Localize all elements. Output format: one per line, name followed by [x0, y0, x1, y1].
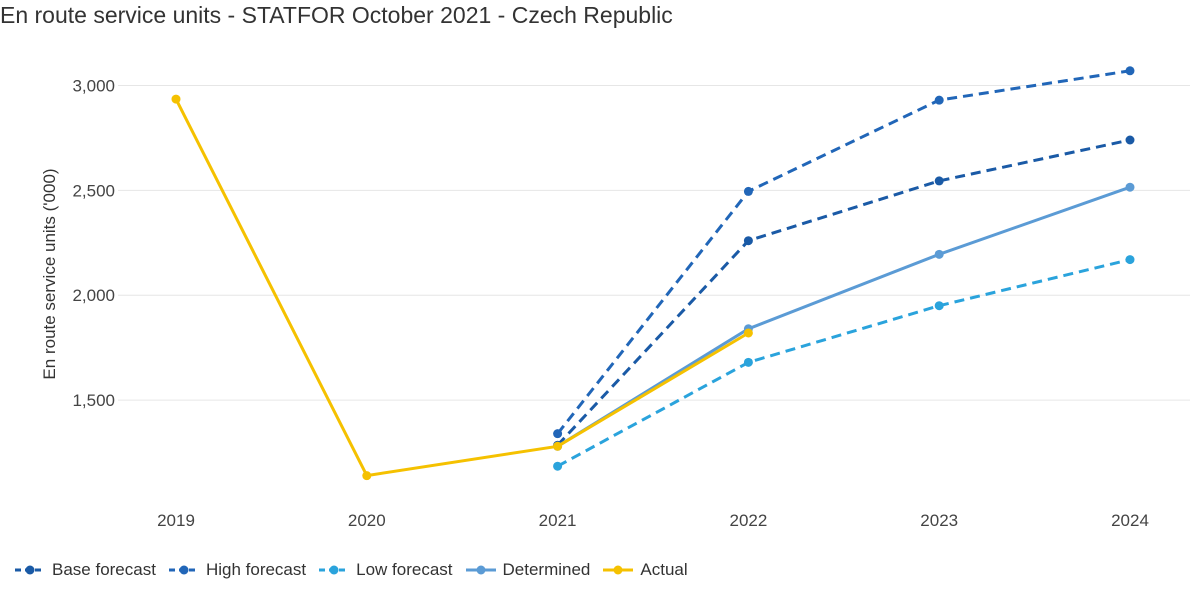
data-point [743, 186, 753, 196]
data-point [1125, 135, 1135, 145]
data-point [743, 236, 753, 246]
legend-label: High forecast [205, 560, 307, 579]
legend-item-base-forecast[interactable]: Base forecast [14, 560, 156, 580]
x-tick-layer: 2019 2020 2021 2022 2023 2024 [157, 511, 1149, 530]
legend-swatch [465, 565, 496, 575]
legend-item-low-forecast[interactable]: Low forecast [318, 560, 453, 580]
legend-label: Determined [502, 560, 591, 579]
data-point [553, 461, 563, 471]
series-line-actual [174, 98, 750, 478]
legend-swatch [168, 565, 199, 575]
x-tick-label: 2024 [1111, 511, 1149, 530]
series-base-forecast [553, 135, 1135, 450]
data-point [934, 95, 944, 105]
chart-title: En route service units - STATFOR October… [0, 2, 673, 28]
legend: Base forecast High forecast Low forecast De… [14, 560, 688, 580]
data-point [743, 357, 753, 367]
series-determined [553, 182, 1135, 451]
legend-swatch [603, 565, 634, 575]
x-tick-label: 2022 [729, 511, 767, 530]
series-line-determined [556, 185, 1131, 448]
series-layer [171, 66, 1135, 481]
series-high-forecast [553, 66, 1135, 439]
y-tick-label: 1,500 [72, 391, 115, 410]
data-point [553, 441, 563, 451]
data-point [1125, 255, 1135, 265]
x-tick-label: 2019 [157, 511, 195, 530]
y-axis-label: En route service units ('000) [40, 168, 59, 379]
data-point [553, 429, 563, 439]
data-point [1125, 182, 1135, 192]
data-point [362, 471, 372, 481]
series-low-forecast [553, 255, 1135, 471]
grid-layer [118, 84, 1190, 401]
y-tick-label: 2,500 [72, 181, 115, 200]
data-point [934, 176, 944, 186]
data-point [1125, 66, 1135, 76]
legend-item-determined[interactable]: Determined [465, 560, 591, 580]
data-point [934, 301, 944, 311]
series-actual [171, 94, 753, 481]
y-tick-label: 2,000 [72, 286, 115, 305]
legend-swatch [15, 565, 45, 575]
legend-label: Actual [640, 560, 688, 579]
data-point [743, 328, 753, 338]
x-tick-label: 2023 [920, 511, 958, 530]
data-point [934, 249, 944, 259]
series-line-high-forecast [556, 69, 1131, 435]
x-tick-label: 2021 [539, 511, 577, 530]
y-tick-label: 3,000 [72, 76, 115, 95]
legend-swatch [319, 565, 350, 575]
x-tick-label: 2020 [348, 511, 386, 530]
legend-label: Base forecast [52, 560, 156, 579]
legend-label: Low forecast [356, 560, 453, 579]
data-point [171, 94, 181, 104]
legend-item-high-forecast[interactable]: High forecast [168, 560, 306, 580]
y-tick-layer: 1,500 2,000 2,500 3,000 [72, 76, 115, 410]
series-line-base-forecast [556, 138, 1131, 447]
legend-item-actual[interactable]: Actual [602, 560, 688, 580]
series-line-low-forecast [556, 258, 1131, 468]
